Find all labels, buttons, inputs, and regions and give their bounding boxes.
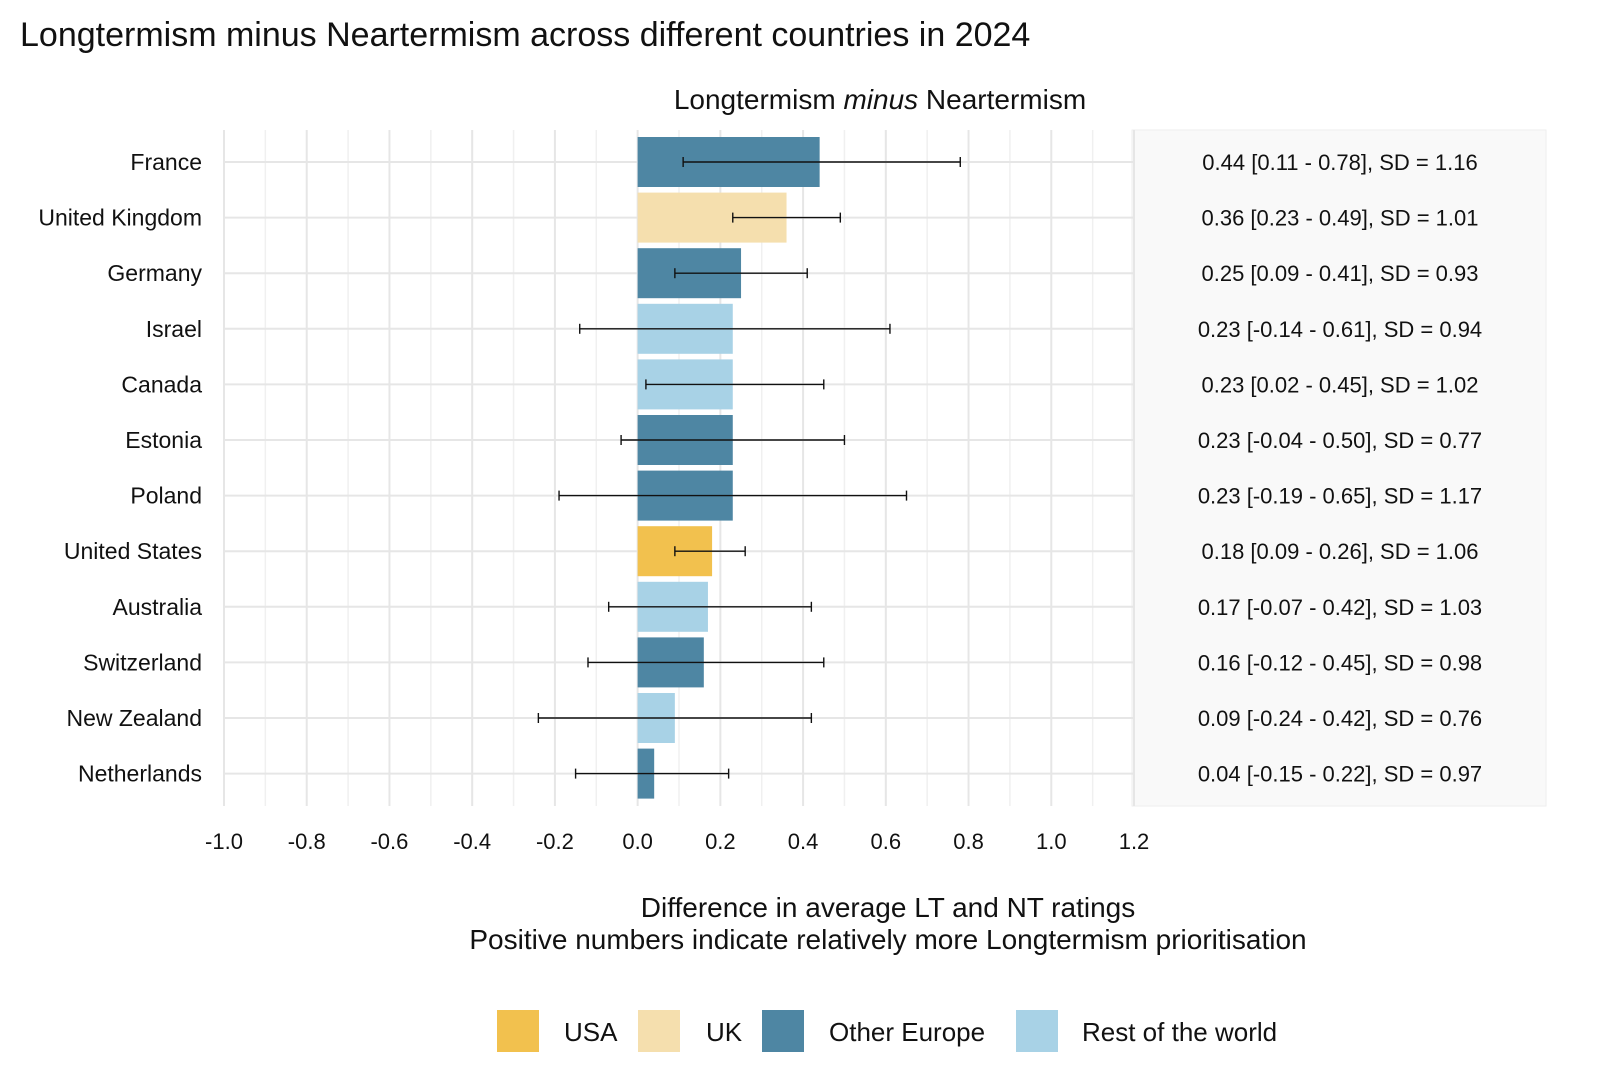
- legend-swatch: [762, 1010, 804, 1052]
- country-label: Netherlands: [78, 761, 202, 787]
- country-label: Switzerland: [83, 649, 202, 675]
- country-label: Israel: [146, 316, 202, 342]
- bars: [637, 137, 820, 799]
- value-annotation: 0.23 [-0.14 - 0.61], SD = 0.94: [1198, 317, 1482, 342]
- country-label: Germany: [107, 260, 202, 286]
- x-axis-label-line-1: Difference in average LT and NT ratings: [641, 892, 1135, 923]
- x-tick-label: 0.6: [871, 829, 902, 854]
- x-tick-label: 0.0: [622, 829, 653, 854]
- value-annotation: 0.09 [-0.24 - 0.42], SD = 0.76: [1198, 706, 1482, 731]
- legend-label: Rest of the world: [1082, 1017, 1277, 1047]
- country-label: Poland: [130, 483, 202, 509]
- value-annotation: 0.23 [-0.04 - 0.50], SD = 0.77: [1198, 428, 1482, 453]
- x-tick-label: 1.2: [1119, 829, 1150, 854]
- error-bars: [537, 157, 961, 779]
- chart-title: Longtermism minus Neartermism across dif…: [20, 16, 1030, 54]
- value-annotation: 0.36 [0.23 - 0.49], SD = 1.01: [1201, 206, 1478, 231]
- value-annotation: 0.04 [-0.15 - 0.22], SD = 0.97: [1198, 762, 1482, 787]
- subtitle-italic: minus: [843, 84, 918, 115]
- country-label: Canada: [121, 371, 202, 397]
- x-tick-label: -0.2: [536, 829, 574, 854]
- x-tick-label: -1.0: [205, 829, 243, 854]
- value-annotations: 0.44 [0.11 - 0.78], SD = 1.16 0.36 [0.23 …: [1198, 150, 1482, 787]
- country-label: New Zealand: [66, 705, 202, 731]
- value-annotation: 0.17 [-0.07 - 0.42], SD = 1.03: [1198, 595, 1482, 620]
- x-tick-label: 0.8: [953, 829, 984, 854]
- subtitle-part-2: Neartermism: [918, 84, 1086, 115]
- value-annotation: 0.23 [-0.19 - 0.65], SD = 1.17: [1198, 484, 1482, 509]
- x-tick-label: -0.8: [288, 829, 326, 854]
- annotation-panel: [1131, 129, 1547, 807]
- country-labels: France United Kingdom Germany Israel Canada E…: [38, 149, 202, 787]
- chart-subtitle: Longtermism minus Neartermism: [674, 84, 1086, 115]
- legend-swatch: [497, 1010, 539, 1052]
- country-label: United Kingdom: [38, 205, 202, 231]
- country-label: Australia: [113, 594, 203, 620]
- country-label: United States: [64, 538, 202, 564]
- x-axis-ticks: -1.0 -0.8 -0.6 -0.4 -0.2 0.0 0.2 0.4 0.6 0.8 1.0 1.…: [205, 829, 1149, 854]
- x-tick-label: 0.2: [705, 829, 736, 854]
- legend-label: USA: [564, 1017, 618, 1047]
- x-tick-label: 0.4: [788, 829, 819, 854]
- country-label: France: [130, 149, 202, 175]
- value-annotation: 0.16 [-0.12 - 0.45], SD = 0.98: [1198, 650, 1482, 675]
- x-tick-label: 1.0: [1036, 829, 1067, 854]
- country-label: Estonia: [125, 427, 202, 453]
- value-annotation: 0.18 [0.09 - 0.26], SD = 1.06: [1201, 539, 1478, 564]
- legend: USA UK Other Europe Rest of the world: [497, 1010, 1277, 1052]
- legend-swatch: [638, 1010, 680, 1052]
- x-tick-label: -0.4: [453, 829, 491, 854]
- legend-swatch: [1016, 1010, 1058, 1052]
- value-annotation: 0.44 [0.11 - 0.78], SD = 1.16: [1202, 150, 1477, 175]
- legend-label: UK: [706, 1017, 743, 1047]
- value-annotation: 0.23 [0.02 - 0.45], SD = 1.02: [1201, 372, 1478, 397]
- x-tick-label: -0.6: [370, 829, 408, 854]
- value-annotation: 0.25 [0.09 - 0.41], SD = 0.93: [1201, 261, 1478, 286]
- x-axis-label-line-2: Positive numbers indicate relatively mor…: [469, 924, 1306, 955]
- subtitle-part-1: Longtermism: [674, 84, 844, 115]
- legend-label: Other Europe: [829, 1017, 985, 1047]
